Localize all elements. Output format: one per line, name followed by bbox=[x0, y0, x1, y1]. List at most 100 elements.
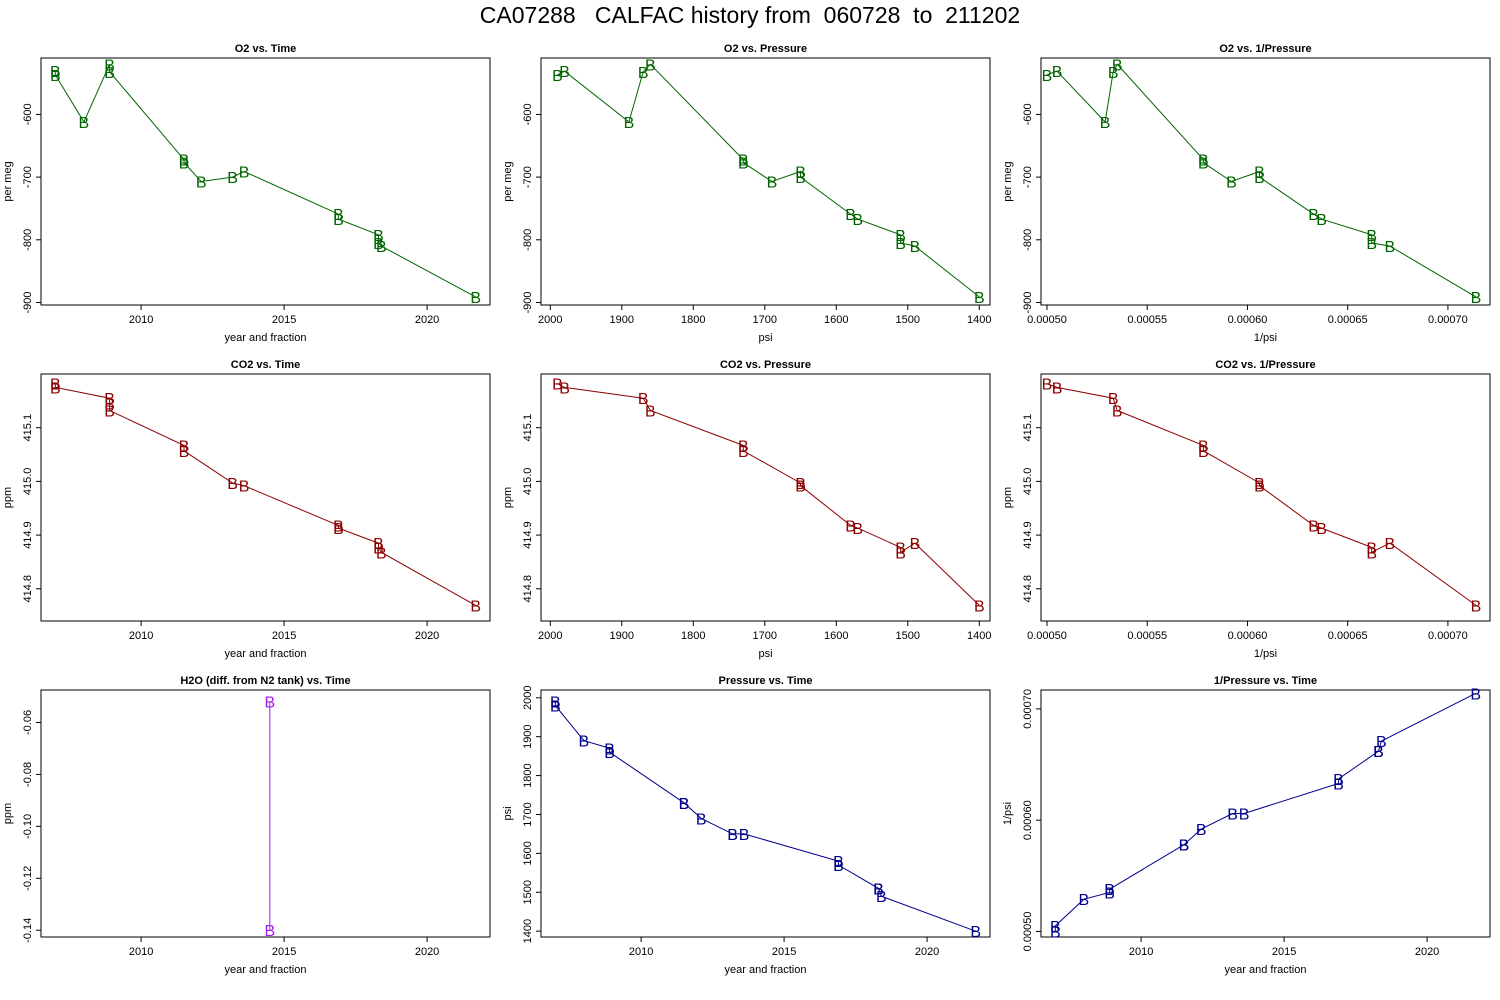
chart-title: CO2 vs. 1/Pressure bbox=[1215, 359, 1315, 371]
y-tick-label: -0.08 bbox=[22, 762, 34, 787]
y-tick-label: -600 bbox=[522, 103, 534, 125]
x-tick-label: 2020 bbox=[415, 314, 439, 326]
data-point-marker: B bbox=[373, 228, 384, 245]
chart-panel: CO2 vs. Pressure psi ppm 2000 1900 1800 1700 16… bbox=[502, 359, 992, 660]
chart-title: 1/Pressure vs. Time bbox=[1214, 675, 1317, 687]
chart-title: Pressure vs. Time bbox=[719, 675, 813, 687]
data-point-marker: B bbox=[638, 65, 649, 82]
chart-panel: CO2 vs. Time year and fraction ppm 2010 2015… bbox=[2, 359, 491, 660]
plot-frame bbox=[1040, 689, 1491, 938]
data-point-marker: B bbox=[552, 68, 563, 85]
data-point-marker: B bbox=[624, 115, 635, 132]
x-tick-label: 1900 bbox=[610, 314, 634, 326]
x-tick-label: 2010 bbox=[629, 946, 653, 958]
y-tick-label: 415.0 bbox=[522, 468, 534, 496]
data-point-marker: B bbox=[604, 741, 615, 758]
data-point-marker: B bbox=[104, 404, 115, 421]
data-point-marker: B bbox=[1333, 776, 1344, 793]
x-tick-label: 2000 bbox=[538, 630, 562, 642]
x-tick-label: 1800 bbox=[681, 630, 705, 642]
x-tick-label: 1400 bbox=[967, 630, 991, 642]
y-tick-label: 415.1 bbox=[522, 414, 534, 442]
data-point-marker: B bbox=[104, 57, 115, 74]
x-tick-label: 1600 bbox=[824, 630, 848, 642]
x-axis-label: year and fraction bbox=[725, 964, 807, 976]
plot-frame bbox=[540, 689, 991, 938]
data-point-marker: B bbox=[50, 64, 61, 81]
data-point-marker: B bbox=[179, 156, 190, 173]
data-point-marker: B bbox=[104, 397, 115, 414]
x-tick-label: 1800 bbox=[681, 314, 705, 326]
y-tick-label: 1800 bbox=[522, 763, 534, 787]
data-point-marker: B bbox=[179, 444, 190, 461]
y-axis-label: ppm bbox=[1002, 487, 1014, 508]
data-point-marker: B bbox=[679, 796, 690, 813]
y-tick-label: -700 bbox=[1022, 166, 1034, 188]
plot-frame bbox=[1040, 373, 1491, 622]
data-point-marker: B bbox=[679, 796, 690, 813]
data-point-marker: B bbox=[1100, 115, 1111, 132]
data-point-marker: B bbox=[1050, 919, 1061, 936]
chart-title: CO2 vs. Time bbox=[231, 359, 301, 371]
y-tick-label: -900 bbox=[522, 291, 534, 313]
x-tick-label: 0.00060 bbox=[1228, 630, 1268, 642]
data-point-marker: B bbox=[845, 207, 856, 224]
series-line bbox=[557, 383, 980, 606]
y-tick-label: 1600 bbox=[522, 841, 534, 865]
x-axis-label: year and fraction bbox=[225, 648, 307, 660]
data-point-marker: B bbox=[1042, 68, 1053, 85]
y-tick-label: -0.10 bbox=[22, 814, 34, 839]
y-tick-label: -800 bbox=[22, 229, 34, 251]
chart-panel: O2 vs. 1/Pressure 1/psi per meg 0.00050 0.00… bbox=[1002, 43, 1491, 344]
y-tick-label: -800 bbox=[1022, 229, 1034, 251]
data-point-marker: B bbox=[895, 540, 906, 557]
x-tick-label: 0.00050 bbox=[1027, 630, 1067, 642]
y-tick-label: 1700 bbox=[522, 802, 534, 826]
x-tick-label: 0.00055 bbox=[1127, 314, 1167, 326]
data-point-marker: B bbox=[795, 170, 806, 187]
data-point-marker: B bbox=[552, 377, 563, 394]
data-point-marker: B bbox=[264, 923, 275, 940]
data-point-marker: B bbox=[895, 545, 906, 562]
data-point-marker: B bbox=[79, 115, 90, 132]
x-tick-label: 0.00050 bbox=[1027, 314, 1067, 326]
data-point-marker: B bbox=[1108, 391, 1119, 408]
y-tick-label: 1400 bbox=[522, 919, 534, 943]
y-axis-label: per meg bbox=[2, 161, 14, 201]
chart-title: CO2 vs. Pressure bbox=[720, 359, 811, 371]
x-tick-label: 2000 bbox=[538, 314, 562, 326]
y-tick-label: -900 bbox=[22, 291, 34, 313]
data-point-marker: B bbox=[795, 164, 806, 181]
data-point-marker: B bbox=[833, 858, 844, 875]
data-point-marker: B bbox=[873, 881, 884, 898]
data-point-marker: B bbox=[1196, 822, 1207, 839]
plot-frame bbox=[540, 57, 991, 306]
chart-panel: O2 vs. Pressure psi per meg 2000 1900 1800 170… bbox=[502, 43, 992, 344]
data-point-marker: B bbox=[738, 156, 749, 173]
data-point-marker: B bbox=[1112, 57, 1123, 74]
data-point-marker: B bbox=[1254, 479, 1265, 496]
y-tick-label: 0.00050 bbox=[1022, 912, 1034, 952]
data-point-marker: B bbox=[910, 536, 921, 553]
data-point-marker: B bbox=[795, 479, 806, 496]
data-point-marker: B bbox=[1373, 744, 1384, 761]
y-tick-label: 414.9 bbox=[22, 521, 34, 549]
y-tick-label: 414.8 bbox=[1022, 575, 1034, 603]
data-point-marker: B bbox=[1226, 175, 1237, 192]
x-axis-label: psi bbox=[758, 648, 772, 660]
data-point-marker: B bbox=[179, 438, 190, 455]
data-point-marker: B bbox=[1050, 924, 1061, 941]
data-point-marker: B bbox=[1079, 892, 1090, 909]
data-point-marker: B bbox=[1254, 476, 1265, 493]
data-point-marker: B bbox=[738, 153, 749, 170]
data-point-marker: B bbox=[645, 57, 656, 74]
data-point-marker: B bbox=[579, 734, 590, 751]
data-point-marker: B bbox=[227, 476, 238, 493]
data-point-marker: B bbox=[795, 476, 806, 493]
series-line bbox=[554, 701, 976, 932]
series-line bbox=[1046, 383, 1477, 606]
data-point-marker: B bbox=[876, 889, 887, 906]
chart-title: H2O (diff. from N2 tank) vs. Time bbox=[180, 675, 350, 687]
x-tick-label: 2010 bbox=[129, 314, 153, 326]
y-tick-label: 415.0 bbox=[1022, 468, 1034, 496]
